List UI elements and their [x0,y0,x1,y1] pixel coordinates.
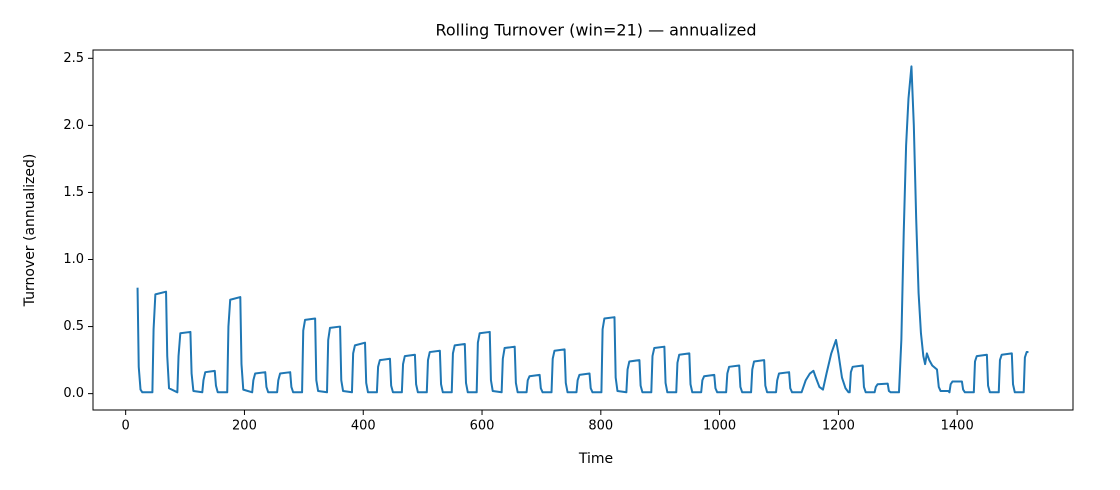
y-tick-label: 0.5 [63,319,84,334]
plot-frame [92,49,1074,411]
y-tick-label: 2.5 [63,51,84,66]
y-tick-label: 1.5 [63,185,84,200]
x-tick-label: 0 [122,419,130,434]
x-tick-label: 1200 [822,419,855,434]
x-axis-label: Time [578,451,613,467]
x-tick-label: 200 [232,419,257,434]
x-tick-label: 1400 [941,419,974,434]
y-tick-label: 0.0 [63,386,84,401]
x-tick-label: 1000 [703,419,736,434]
y-tick-label: 1.0 [63,252,84,267]
chart-title: Rolling Turnover (win=21) — annualized [435,21,756,40]
y-axis-label: Turnover (annualized) [22,154,38,308]
x-tick-label: 400 [351,419,376,434]
line [136,65,1029,394]
y-tick-label: 2.0 [63,118,84,133]
x-tick-label: 800 [588,419,613,434]
x-tick-label: 600 [470,419,495,434]
